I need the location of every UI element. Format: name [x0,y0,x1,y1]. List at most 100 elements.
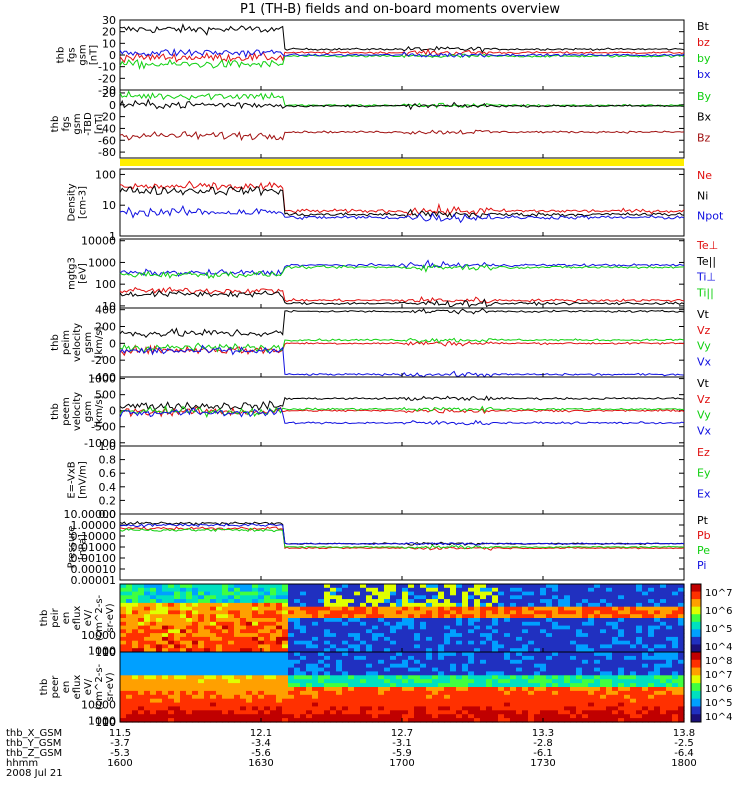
heatmap-cell [486,584,493,589]
heatmap-cell [216,679,223,684]
heatmap-cell [312,671,319,676]
heatmap-cell [612,675,619,680]
heatmap-cell [420,633,427,638]
heatmap-cell [258,655,265,661]
heatmap-cell [312,675,319,680]
heatmap-cell [570,625,577,630]
heatmap-cell [126,679,133,684]
heatmap-cell [600,614,607,619]
heatmap-cell [318,602,325,608]
heatmap-cell [462,629,469,634]
legend-Ey: Ey [697,467,711,480]
heatmap-cell [462,671,469,676]
heatmap-cell [258,591,265,596]
heatmap-cell [126,690,133,696]
heatmap-cell [630,698,637,704]
heatmap-cell [246,599,253,604]
heatmap-cell [480,621,487,627]
heatmap-cell [132,633,139,638]
heatmap-cell [156,667,163,673]
heatmap-cell [252,618,259,623]
heatmap-cell [360,636,367,642]
heatmap-cell [210,599,217,604]
heatmap-cell [678,683,685,688]
heatmap-cell [372,671,379,676]
heatmap-cell [492,621,499,627]
heatmap-cell [366,610,373,615]
heatmap-cell [366,655,373,661]
heatmap-cell [132,667,139,673]
heatmap-cell [186,698,193,704]
heatmap-cell [408,683,415,688]
heatmap-cell [594,625,601,630]
series-line-Pi [119,523,685,546]
heatmap-cell [168,710,175,715]
heatmap-cell [540,714,547,719]
heatmap-cell [480,667,487,673]
heatmap-cell [120,602,127,608]
heatmap-cell [588,648,595,653]
heatmap-cell [216,640,223,646]
heatmap-cell [510,599,517,604]
heatmap-cell [186,636,193,642]
heatmap-cell [348,599,355,604]
heatmap-cell [504,663,511,669]
heatmap-cell [168,633,175,638]
heatmap-cell [522,667,529,673]
heatmap-cell [150,591,157,596]
heatmap-cell [156,584,163,589]
heatmap-cell [492,710,499,715]
heatmap-cell [156,614,163,619]
heatmap-cell [540,618,547,623]
heatmap-cell [480,710,487,715]
heatmap-cell [576,644,583,649]
heatmap-cell [144,648,151,653]
colorbar-segment [691,667,701,676]
heatmap-cell [624,633,631,638]
heatmap-cell [498,595,505,600]
heatmap-cell [126,629,133,634]
heatmap-cell [522,606,529,612]
heatmap-cell [294,694,301,700]
heatmap-cell [288,610,295,615]
heatmap-cell [450,587,457,593]
heatmap-cell [234,663,241,669]
heatmap-cell [432,663,439,669]
heatmap-cell [594,671,601,676]
heatmap-cell [594,621,601,627]
heatmap-cell [618,595,625,600]
heatmap-cell [612,618,619,623]
heatmap-cell [588,602,595,608]
heatmap-cell [342,648,349,653]
heatmap-cell [312,625,319,630]
heatmap-cell [360,633,367,638]
heatmap-cell [366,710,373,715]
heatmap-cell [348,606,355,612]
heatmap-cell [552,687,559,692]
heatmap-cell [408,636,415,642]
heatmap-cell [408,714,415,719]
heatmap-cell [564,625,571,630]
heatmap-cell [372,610,379,615]
heatmap-cell [528,663,535,669]
heatmap-cell [504,640,511,646]
heatmap-cell [354,633,361,638]
heatmap-cell [312,599,319,604]
heatmap-cell [504,584,511,589]
heatmap-cell [630,606,637,612]
heatmap-cell [576,625,583,630]
heatmap-cell [468,694,475,700]
heatmap-cell [294,667,301,673]
heatmap-cell [678,610,685,615]
heatmap-cell [174,591,181,596]
heatmap-cell [510,606,517,612]
heatmap-cell [576,621,583,627]
heatmap-cell [126,687,133,692]
heatmap-cell [240,694,247,700]
heatmap-cell [534,671,541,676]
heatmap-cell [516,629,523,634]
heatmap-cell [192,698,199,704]
heatmap-cell [450,655,457,661]
x-tick-value: -5.3 [110,748,130,759]
heatmap-cell [216,644,223,649]
